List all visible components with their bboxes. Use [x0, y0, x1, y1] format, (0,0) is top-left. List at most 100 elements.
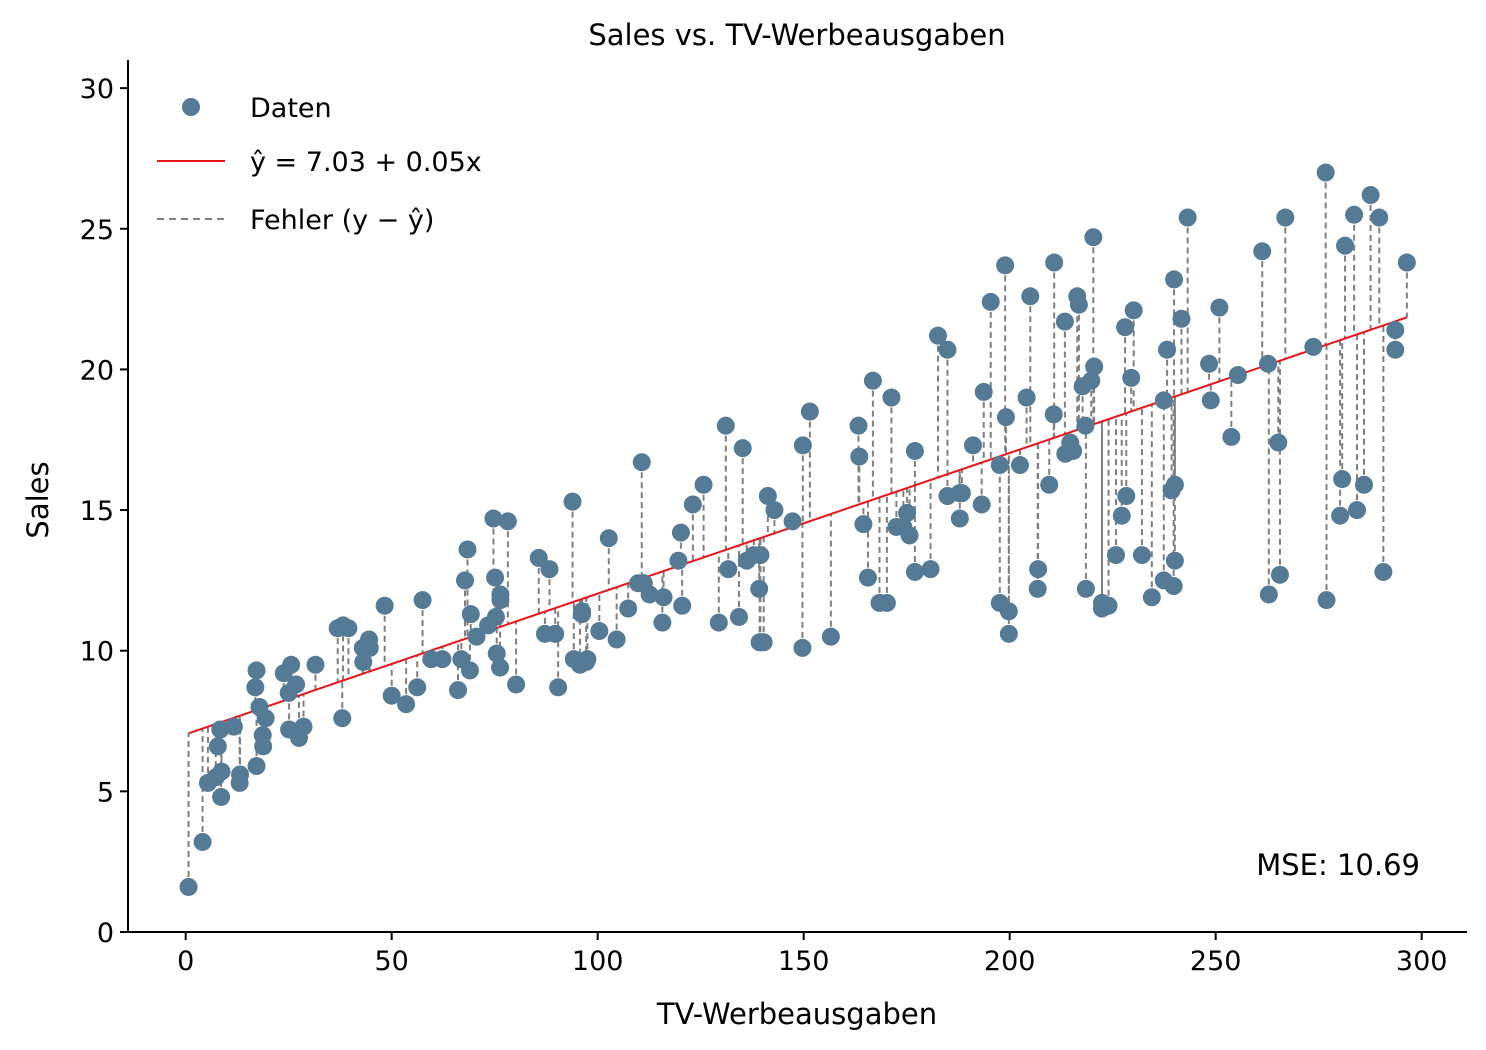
data-point	[333, 709, 352, 728]
data-point	[850, 447, 869, 466]
data-point	[729, 607, 748, 626]
data-point	[1374, 562, 1393, 581]
data-point	[1200, 354, 1219, 373]
data-point	[669, 551, 688, 570]
data-point	[1084, 228, 1103, 247]
data-point	[382, 686, 401, 705]
axes: 0 50 100 150 200 250 300 0 5 10 15 20 25 30	[80, 60, 1467, 977]
data-point	[750, 579, 769, 598]
data-point	[1259, 585, 1278, 604]
data-point	[999, 602, 1018, 621]
data-point	[1045, 253, 1064, 272]
data-point	[458, 540, 477, 559]
data-point	[793, 638, 812, 657]
data-point	[921, 560, 940, 579]
data-point	[905, 562, 924, 581]
data-point	[1397, 253, 1416, 272]
data-point	[1010, 456, 1029, 475]
data-point	[719, 560, 738, 579]
data-point	[751, 546, 770, 565]
data-point	[996, 408, 1015, 427]
data-point	[1276, 208, 1295, 227]
data-point	[1085, 357, 1104, 376]
data-point	[256, 709, 275, 728]
data-point	[507, 675, 526, 694]
data-point	[898, 503, 917, 522]
data-point	[952, 484, 971, 503]
data-point	[863, 371, 882, 390]
data-point	[783, 512, 802, 531]
data-point	[461, 605, 480, 624]
y-tick-label: 20	[80, 355, 114, 386]
data-point	[254, 737, 273, 756]
data-point	[972, 495, 991, 514]
data-point	[1316, 163, 1335, 182]
data-point	[671, 523, 690, 542]
data-point	[246, 678, 265, 697]
legend-label-points: Daten	[250, 93, 332, 124]
data-point	[854, 515, 873, 534]
data-point	[694, 475, 713, 494]
data-point	[1210, 298, 1229, 317]
y-tick-label: 0	[97, 918, 114, 949]
data-point	[1165, 270, 1184, 289]
data-point	[247, 757, 266, 776]
data-point	[397, 695, 416, 714]
data-point	[964, 436, 983, 455]
data-point	[212, 762, 231, 781]
data-point	[821, 627, 840, 646]
data-point	[1028, 579, 1047, 598]
x-tick-label: 150	[778, 946, 830, 977]
data-point	[339, 619, 358, 638]
data-point	[996, 256, 1015, 275]
data-point	[1345, 205, 1364, 224]
data-point	[193, 832, 212, 851]
data-point	[1040, 475, 1059, 494]
data-point	[599, 529, 618, 548]
data-point	[1361, 186, 1380, 205]
plot-area	[179, 163, 1416, 896]
data-point	[1069, 295, 1088, 314]
data-point	[354, 652, 373, 671]
data-point	[858, 568, 877, 587]
data-point	[456, 571, 475, 590]
data-point	[1116, 318, 1135, 337]
data-point	[1253, 242, 1272, 261]
data-point	[211, 720, 230, 739]
data-point	[683, 495, 702, 514]
data-point	[733, 439, 752, 458]
data-point	[413, 591, 432, 610]
data-point	[212, 787, 231, 806]
data-point	[549, 678, 568, 697]
data-point	[540, 560, 559, 579]
data-point	[1317, 591, 1336, 610]
data-point	[247, 661, 266, 680]
data-point	[990, 456, 1009, 475]
x-tick-label: 0	[177, 946, 194, 977]
data-point	[433, 650, 452, 669]
data-point	[981, 292, 1000, 311]
data-point	[950, 509, 969, 528]
data-point	[905, 441, 924, 460]
data-point	[287, 675, 306, 694]
data-point	[709, 613, 728, 632]
data-point	[1017, 388, 1036, 407]
data-point	[486, 607, 505, 626]
data-point	[1064, 441, 1083, 460]
data-point	[486, 568, 505, 587]
data-point	[1222, 427, 1241, 446]
data-point	[900, 526, 919, 545]
x-tick-label: 100	[572, 946, 624, 977]
x-tick-label: 250	[1190, 946, 1242, 977]
data-point	[999, 624, 1018, 643]
data-point	[1124, 301, 1143, 320]
data-point	[1228, 366, 1247, 385]
x-ticks: 0 50 100 150 200 250 300	[177, 932, 1447, 977]
data-point	[1055, 312, 1074, 331]
data-point	[563, 492, 582, 511]
y-tick-label: 15	[80, 496, 114, 527]
error-lines	[187, 172, 1408, 887]
data-point	[974, 382, 993, 401]
data-point	[1082, 371, 1101, 390]
